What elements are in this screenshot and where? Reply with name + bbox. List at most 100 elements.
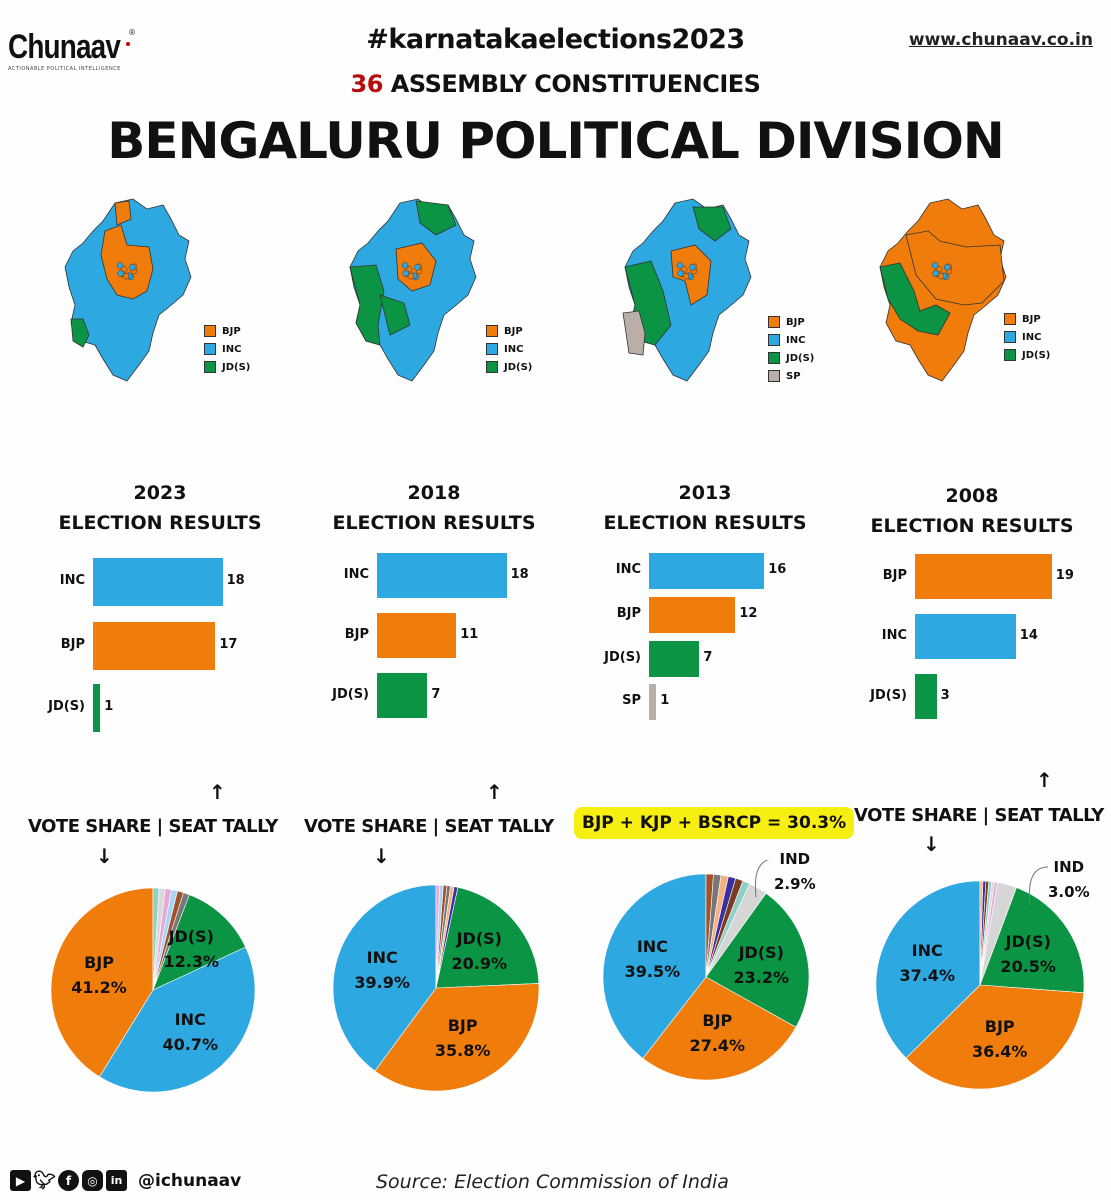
election-results-label: ELECTION RESULTS xyxy=(58,512,262,534)
pie-label-percent: 20.5% xyxy=(1000,957,1056,977)
legend-label: INC xyxy=(222,343,242,355)
pie-label-party: JD(S) xyxy=(738,942,784,962)
bar-category-label: JD(S) xyxy=(48,699,85,714)
pie-label: BJP 27.4% xyxy=(690,1008,746,1058)
constituency-map-2023 xyxy=(64,198,192,382)
legend-label: BJP xyxy=(222,325,241,337)
bar-inc xyxy=(93,558,223,606)
bar-value-label: 16 xyxy=(768,562,787,577)
pie-label-party: JD(S) xyxy=(1005,932,1051,952)
map-urban-region xyxy=(401,262,409,269)
vote-share-seat-tally-label: VOTE SHARE | SEAT TALLY xyxy=(854,805,1104,826)
map-region xyxy=(415,200,457,236)
map-region xyxy=(100,224,154,300)
legend-item: INC xyxy=(204,340,250,358)
ind-pointer-arrow xyxy=(754,860,770,898)
combined-vote-share-badge: BJP + KJP + BSRCP = 30.3% xyxy=(574,807,855,839)
bar-category-label: INC xyxy=(615,562,641,577)
bar-inc xyxy=(915,614,1016,659)
pie-slice-inc xyxy=(99,946,256,1093)
linkedin-icon[interactable]: in xyxy=(106,1170,127,1191)
bar-value-label: 18 xyxy=(510,566,529,582)
bar-category-label: BJP xyxy=(882,567,907,583)
legend-item: BJP xyxy=(204,322,250,340)
pie-label: INC 39.5% xyxy=(625,934,681,984)
map-legend-2008: BJP INC JD(S) xyxy=(1004,310,1050,364)
legend-swatch xyxy=(768,334,780,346)
bar-category-label: INC xyxy=(59,573,85,588)
website-link[interactable]: www.chunaav.co.in xyxy=(908,30,1093,50)
pie-label-party: BJP xyxy=(84,952,114,972)
map-urban-region xyxy=(117,270,124,277)
legend-item: INC xyxy=(768,331,814,349)
bar-category-label: BJP xyxy=(60,637,85,652)
vote-share-pies xyxy=(50,860,1085,1093)
subtitle: 36 ASSEMBLY CONSTITUENCIES xyxy=(0,70,1111,98)
youtube-icon[interactable]: ▶ xyxy=(10,1170,31,1191)
legend-label: SP xyxy=(786,370,801,382)
legend-swatch xyxy=(486,325,498,337)
legend-item: JD(S) xyxy=(486,358,532,376)
map-region xyxy=(114,200,132,226)
pie-slice-bjp xyxy=(905,984,1085,1090)
bar-value-label: 14 xyxy=(1019,627,1038,643)
bar-bjp xyxy=(649,597,736,633)
bar-value-label: 18 xyxy=(226,573,245,588)
bar-value-label: 1 xyxy=(660,693,670,708)
map-region xyxy=(379,294,411,336)
year-label: 2013 xyxy=(678,482,732,504)
pie-label-percent: 3.0% xyxy=(1048,883,1090,901)
results-heading-2008: 2008 ELECTION RESULTS xyxy=(842,481,1102,541)
map-urban-region xyxy=(932,270,939,277)
bar-category-label: BJP xyxy=(344,626,369,642)
pie-ind-label: IND 3.0% xyxy=(1048,855,1090,905)
pie-label-percent: 2.9% xyxy=(774,875,816,893)
map-urban-region xyxy=(122,272,130,280)
results-heading-2023: 2023 ELECTION RESULTS xyxy=(30,478,290,538)
up-arrow-icon: ↑ xyxy=(209,780,226,804)
pie-slice-inc xyxy=(602,873,707,1059)
twitter-icon[interactable]: 🐦︎ xyxy=(33,1170,56,1191)
instagram-icon[interactable]: ◎ xyxy=(82,1170,103,1191)
pie-label-party: BJP xyxy=(984,1016,1015,1036)
map-region xyxy=(70,318,90,348)
legend-label: JD(S) xyxy=(222,361,251,373)
pie-label-party: JD(S) xyxy=(168,926,214,946)
legend-label: BJP xyxy=(504,325,523,337)
legend-swatch xyxy=(768,316,780,328)
legend-swatch xyxy=(768,370,780,382)
map-urban-region xyxy=(129,264,136,271)
down-arrow-icon: ↓ xyxy=(923,832,940,856)
facebook-icon[interactable]: f xyxy=(58,1170,79,1191)
pie-label-party: INC xyxy=(366,948,398,968)
results-heading-2013: 2013 ELECTION RESULTS xyxy=(575,478,835,538)
pie-slice-others xyxy=(435,886,459,989)
constituency-map-2018 xyxy=(349,198,477,382)
map-urban-region xyxy=(937,272,945,280)
vote-share-seat-tally-label: VOTE SHARE | SEAT TALLY xyxy=(28,816,278,837)
bar-value-label: 1 xyxy=(104,699,114,714)
legend-item: BJP xyxy=(768,313,814,331)
bar-bjp xyxy=(915,554,1052,599)
bar-bjp xyxy=(377,613,457,658)
bar-inc xyxy=(377,553,507,598)
map-urban-region xyxy=(402,270,409,277)
map-urban-region xyxy=(677,270,684,277)
down-arrow-icon: ↓ xyxy=(96,844,113,868)
constituency-map-2008 xyxy=(879,198,1007,382)
page-title: BENGALURU POLITICAL DIVISION xyxy=(107,112,1004,170)
up-arrow-icon: ↑ xyxy=(486,780,503,804)
year-label: 2023 xyxy=(133,482,187,504)
bar-value-label: 7 xyxy=(703,650,713,665)
bar-category-label: INC xyxy=(881,627,907,643)
legend-label: BJP xyxy=(786,316,805,328)
bar-jds xyxy=(93,684,101,732)
pie-label-percent: 35.8% xyxy=(434,1040,491,1060)
social-handle[interactable]: @ichunaav xyxy=(138,1170,242,1191)
map-region xyxy=(905,230,1005,306)
legend-item: JD(S) xyxy=(768,349,814,367)
logo-dot xyxy=(126,42,130,46)
pie-label: INC 39.9% xyxy=(354,945,410,995)
year-label: 2018 xyxy=(407,482,461,504)
map-urban-region xyxy=(689,264,696,271)
